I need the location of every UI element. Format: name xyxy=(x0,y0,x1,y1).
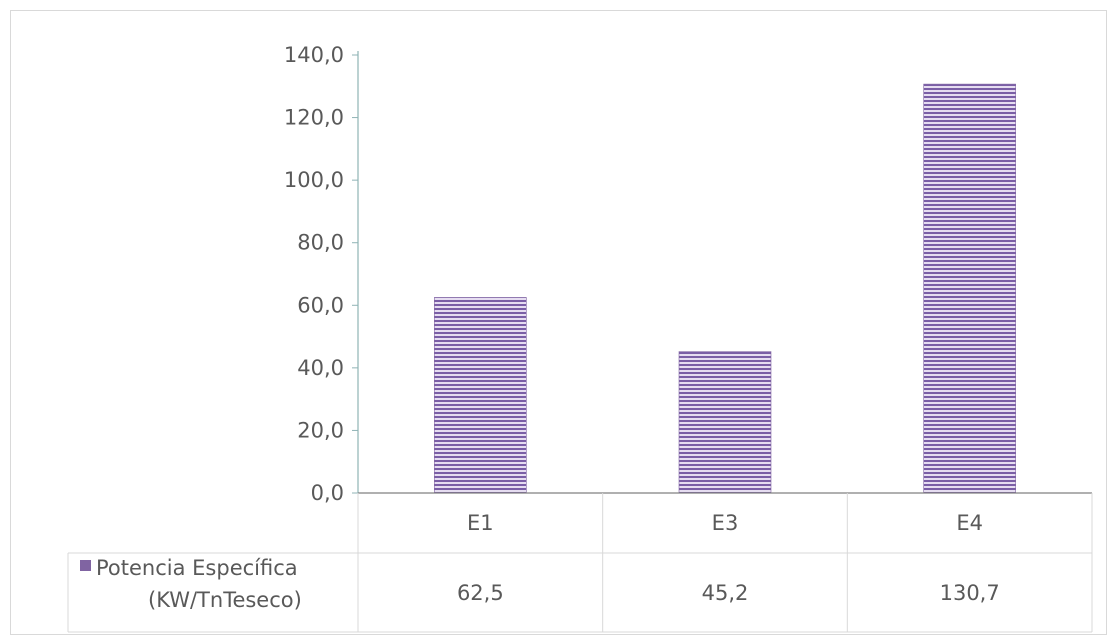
value-cell-e1: 62,5 xyxy=(457,581,504,605)
bar-e4 xyxy=(923,83,1016,494)
y-tick-label: 120,0 xyxy=(284,106,344,130)
bar-e3 xyxy=(678,351,772,494)
category-label-e3: E3 xyxy=(712,511,739,535)
bars xyxy=(434,83,1016,494)
y-axis-labels: 0,0 20,0 40,0 60,0 80,0 100,0 120,0 140,0 xyxy=(284,43,344,505)
y-tick-label: 20,0 xyxy=(297,418,344,442)
bar-e1 xyxy=(434,297,527,494)
y-tick-label: 60,0 xyxy=(297,293,344,317)
y-tick-label: 80,0 xyxy=(297,231,344,255)
y-tick-label: 0,0 xyxy=(311,481,344,505)
category-label-e4: E4 xyxy=(956,511,983,535)
data-table: E1 62,5 E3 45,2 E4 130,7 Potencia Específica (K… xyxy=(67,493,1093,633)
y-tick-label: 40,0 xyxy=(297,356,344,380)
legend-key xyxy=(80,560,91,571)
category-label-e1: E1 xyxy=(467,511,494,535)
y-axis-ticks xyxy=(352,54,358,494)
y-tick-label: 140,0 xyxy=(284,43,344,67)
value-cell-e3: 45,2 xyxy=(702,581,749,605)
y-tick-label: 100,0 xyxy=(284,168,344,192)
legend-label-line2: (KW/TnTeseco) xyxy=(148,588,302,612)
legend-label-line1: Potencia Específica xyxy=(96,556,298,580)
value-cell-e4: 130,7 xyxy=(940,581,1000,605)
axes xyxy=(357,51,1092,494)
